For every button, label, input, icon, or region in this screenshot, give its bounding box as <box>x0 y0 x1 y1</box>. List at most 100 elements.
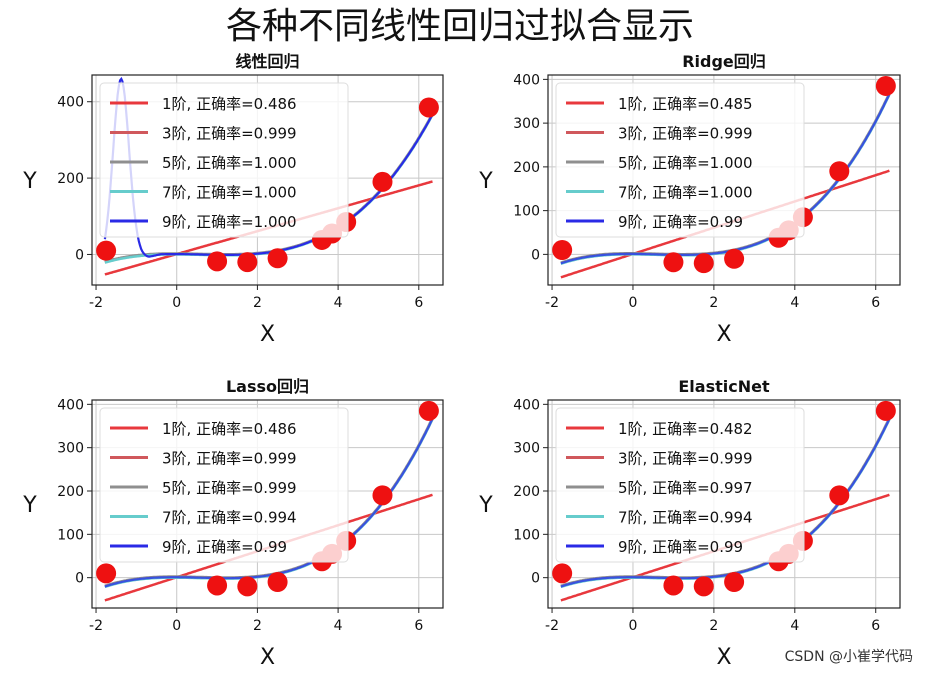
x-axis-label: X <box>260 322 275 347</box>
data-point <box>829 485 850 506</box>
data-point <box>724 248 745 269</box>
series-line-9 <box>104 418 434 588</box>
panel-title: ElasticNet <box>678 377 770 396</box>
panel-title: 线性回归 <box>235 52 299 71</box>
panel-title: Lasso回归 <box>226 377 309 396</box>
legend-label: 7阶, 正确率=0.994 <box>618 509 753 527</box>
x-tick-label: 2 <box>253 295 262 311</box>
data-point <box>372 485 393 506</box>
y-axis-label: Y <box>478 493 493 518</box>
x-tick-label: 0 <box>629 618 638 634</box>
x-tick-label: 4 <box>334 618 343 634</box>
y-tick-label: 0 <box>531 247 540 263</box>
y-tick-label: 300 <box>513 441 540 457</box>
x-tick-label: 0 <box>172 618 181 634</box>
x-axis-label: X <box>716 645 731 670</box>
legend-box <box>555 82 805 238</box>
x-tick-label: 4 <box>790 295 799 311</box>
data-point <box>96 240 117 261</box>
y-tick-label: 400 <box>513 72 540 88</box>
y-tick-label: 100 <box>513 527 540 543</box>
legend-label: 1阶, 正确率=0.486 <box>162 95 297 113</box>
legend-label: 3阶, 正确率=0.999 <box>618 450 753 468</box>
legend-box <box>99 407 349 563</box>
legend-label: 1阶, 正确率=0.482 <box>618 420 753 438</box>
data-point <box>237 252 258 273</box>
y-tick-label: 200 <box>57 484 84 500</box>
panel-4: -2 0 2 4 6 0 100 200 300 400 ElasticNet X Y 1阶, 正确率=0… <box>478 377 901 670</box>
curves <box>560 417 891 602</box>
suptitle: 各种不同线性回归过拟合显示 <box>226 6 694 47</box>
x-tick-label: 2 <box>709 295 718 311</box>
data-point <box>207 251 228 272</box>
x-axis-label: X <box>716 322 731 347</box>
legend-label: 9阶, 正确率=0.99 <box>618 538 743 556</box>
series-line-9 <box>103 76 434 258</box>
x-tick-label: -2 <box>545 295 559 311</box>
legend-label: 5阶, 正确率=0.999 <box>162 479 297 497</box>
y-tick-label: 200 <box>513 160 540 176</box>
y-tick-label: 0 <box>531 571 540 587</box>
axes-frame <box>547 74 901 286</box>
x-tick-label: 2 <box>253 618 262 634</box>
y-axis-label: Y <box>22 169 37 194</box>
axes-frame <box>91 74 444 286</box>
data-point <box>207 575 228 596</box>
data-point <box>418 97 439 118</box>
legend-label: 7阶, 正确率=1.000 <box>162 184 297 202</box>
y-tick-label: 400 <box>57 95 84 111</box>
panel-3: -2 0 2 4 6 0 100 200 300 400 Lasso回归 X Y 1阶, 正确率=0.48… <box>22 377 444 670</box>
data-point <box>267 572 288 592</box>
y-tick-label: 100 <box>513 204 540 220</box>
panel-1: -2 0 2 4 6 0 200 400 线性回归 X Y 1阶, 正确率=0.486 3阶, 正确率=… <box>22 52 444 347</box>
x-tick-label: 6 <box>414 618 423 634</box>
y-tick-label: 400 <box>57 397 84 413</box>
data-point <box>663 575 684 596</box>
y-tick-label: 300 <box>57 441 84 457</box>
legend-label: 7阶, 正确率=1.000 <box>618 184 753 202</box>
y-tick-label: 200 <box>513 484 540 500</box>
data-point <box>96 563 117 584</box>
data-point <box>875 400 896 421</box>
legend-label: 7阶, 正确率=0.994 <box>162 509 297 527</box>
legend-label: 3阶, 正确率=0.999 <box>618 125 753 143</box>
panel-2: -2 0 2 4 6 0 100 200 300 400 Ridge回归 X Y 1阶, 正确率=0.48… <box>478 52 901 347</box>
legend-label: 5阶, 正确率=0.997 <box>618 479 753 497</box>
x-axis-label: X <box>260 645 275 670</box>
legend-label: 5阶, 正确率=1.000 <box>618 154 753 172</box>
x-tick-label: 6 <box>871 295 880 311</box>
series-line-9 <box>560 93 891 265</box>
data-point <box>724 572 745 592</box>
data-point <box>693 253 714 274</box>
x-tick-label: 4 <box>334 295 343 311</box>
series-line-9 <box>560 418 891 588</box>
y-tick-label: 400 <box>513 397 540 413</box>
y-tick-label: 300 <box>513 116 540 132</box>
legend-label: 3阶, 正确率=0.999 <box>162 125 297 143</box>
data-point <box>552 240 573 260</box>
x-tick-label: 4 <box>790 618 799 634</box>
data-point <box>829 161 850 182</box>
legend-label: 3阶, 正确率=0.999 <box>162 450 297 468</box>
data-point <box>237 576 258 597</box>
data-point <box>267 248 288 269</box>
x-tick-label: 6 <box>871 618 880 634</box>
x-tick-label: 0 <box>172 295 181 311</box>
data-point <box>552 563 573 584</box>
x-tick-label: 0 <box>629 295 638 311</box>
x-tick-label: -2 <box>89 618 103 634</box>
axes-frame <box>547 399 901 609</box>
data-point <box>693 576 714 597</box>
data-point <box>418 400 439 421</box>
y-tick-label: 100 <box>57 527 84 543</box>
y-tick-label: 200 <box>57 171 84 187</box>
legend-label: 9阶, 正确率=1.000 <box>162 213 297 231</box>
x-tick-label: 6 <box>414 295 423 311</box>
data-point <box>663 252 684 273</box>
legend-label: 9阶, 正确率=0.99 <box>162 538 287 556</box>
legend-box <box>555 407 805 563</box>
curves <box>104 417 434 602</box>
data-point <box>875 75 896 96</box>
x-tick-label: 2 <box>709 618 718 634</box>
